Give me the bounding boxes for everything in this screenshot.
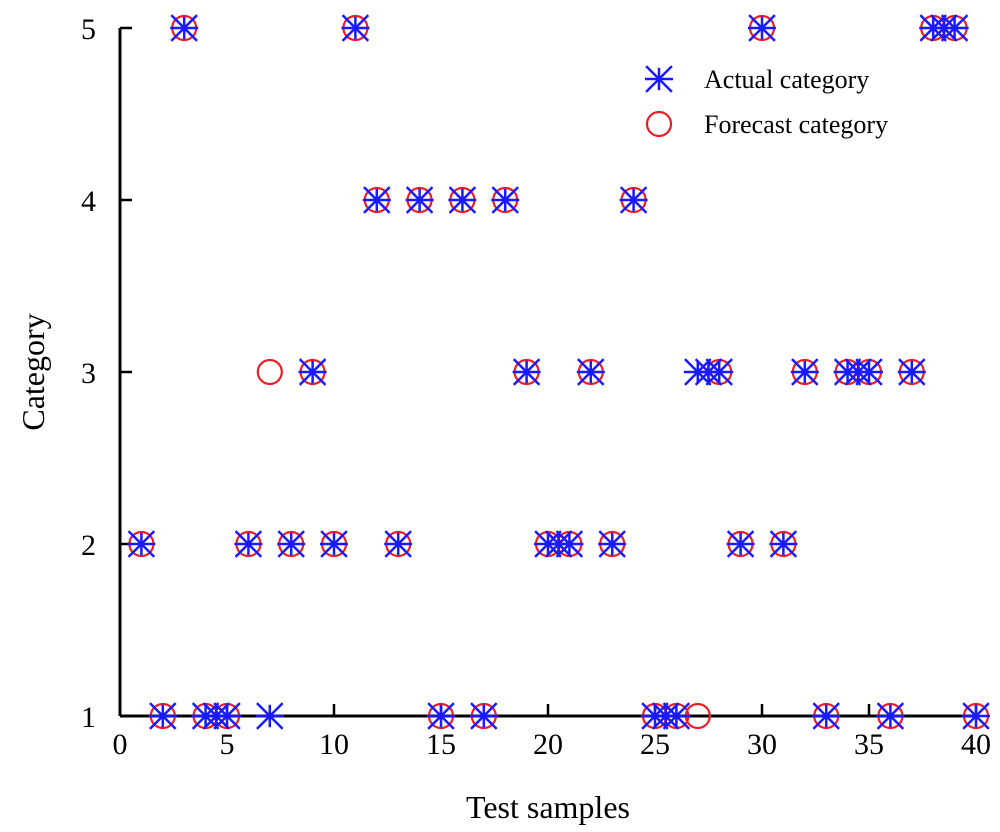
actual-point [855,358,883,386]
actual-point [384,530,413,558]
x-tick-label: 5 [220,728,235,761]
actual-point [320,530,348,558]
y-tick-label: 4 [81,185,96,218]
actual-point [726,530,755,558]
actual-point [876,702,905,730]
y-tick-label: 5 [81,13,96,46]
actual-point [790,358,819,386]
actual-point [940,14,969,42]
actual-point [812,702,841,730]
actual-point [619,186,648,214]
actual-point [555,530,584,558]
actual-point [298,358,327,386]
x-tick-label: 10 [319,728,349,761]
actual-point [213,702,241,730]
data-marks [127,14,990,730]
x-tick-label: 15 [426,728,456,761]
legend: Actual category Forecast category [645,65,888,139]
x-tick-label: 25 [640,728,670,761]
actual-point [512,358,541,386]
actual-point [170,14,199,42]
x-tick-label: 40 [961,728,991,761]
x-tick-label: 20 [533,728,563,761]
y-tick-label: 2 [81,529,96,562]
actual-point [705,358,734,386]
forecast-point [256,358,283,386]
actual-point [962,702,990,730]
actual-point [748,14,776,42]
x-tick-label: 0 [113,728,128,761]
x-tick-label: 35 [854,728,884,761]
legend-item-forecast [645,110,673,138]
actual-point [469,702,498,730]
actual-point [127,530,156,558]
y-tick-label: 1 [81,701,96,734]
actual-point [769,530,798,558]
legend-item-actual [645,65,673,93]
actual-point [897,358,926,386]
actual-point [341,14,370,42]
actual-point [255,702,284,730]
legend-forecast-marker [645,110,673,138]
actual-point [662,702,691,730]
actual-point [148,702,177,730]
legend-actual-marker [645,65,673,93]
x-tick-label: 30 [747,728,777,761]
actual-point [362,186,391,214]
actual-point [277,530,306,558]
x-axis-label: Test samples [466,789,630,825]
y-axis-label: Category [15,313,51,430]
actual-point [427,702,455,730]
actual-point [448,186,477,214]
actual-point [576,358,605,386]
actual-point [405,186,434,214]
actual-point [491,186,520,214]
legend-label-actual: Actual category [704,65,869,94]
actual-point [234,530,263,558]
y-tick-label: 3 [81,357,96,390]
actual-point [598,530,627,558]
legend-label-forecast: Forecast category [704,110,888,139]
